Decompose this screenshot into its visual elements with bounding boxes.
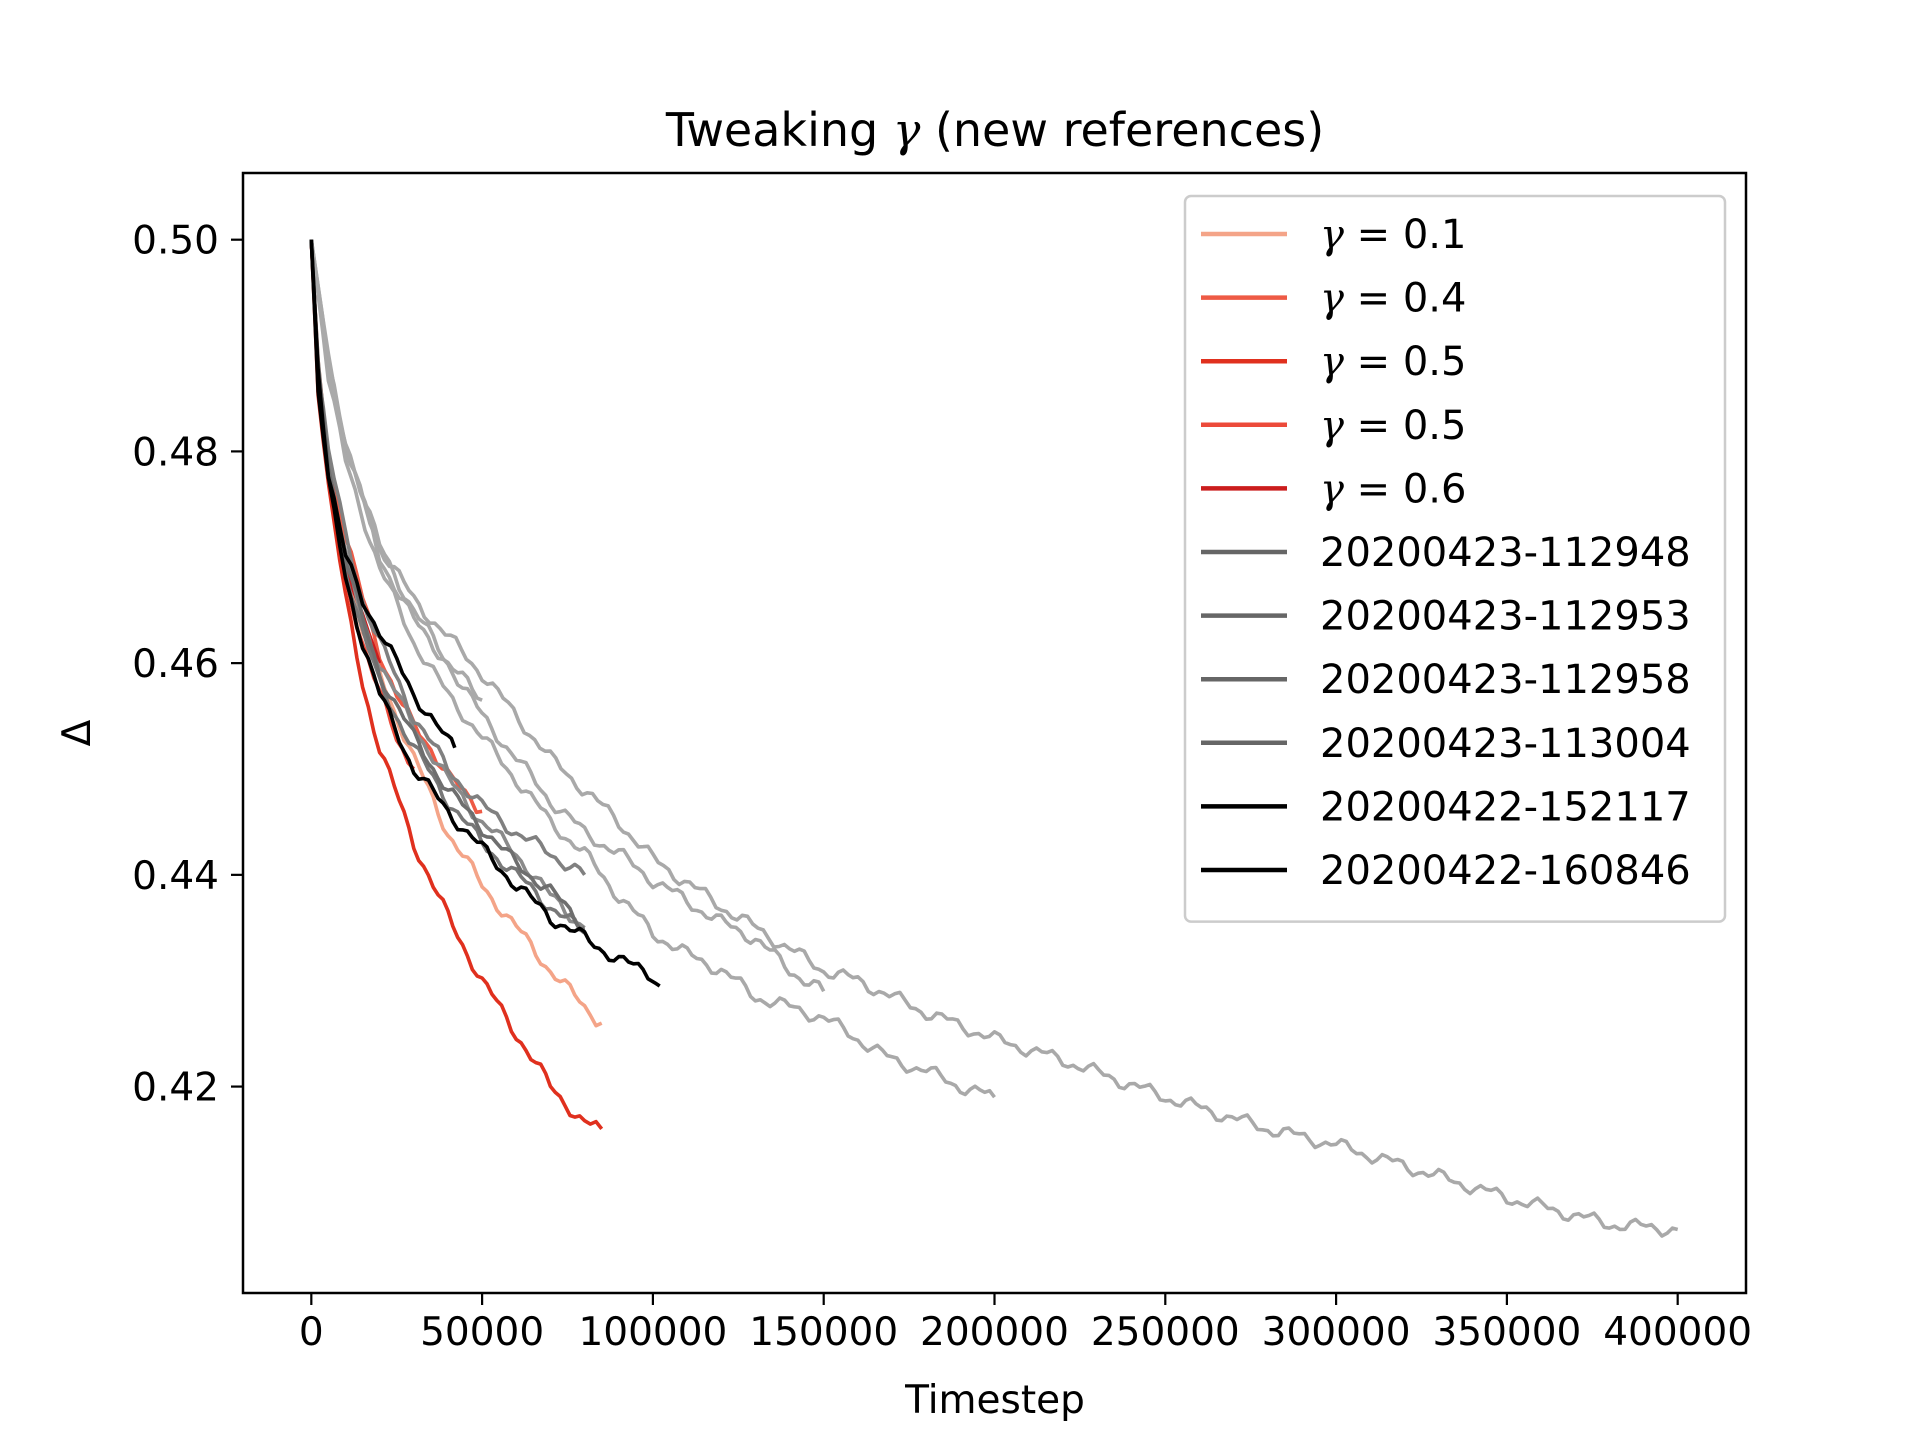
y-axis: 0.42 0.44 0.46 0.48 0.50: [132, 219, 243, 1111]
legend-symbol: γ: [1320, 403, 1344, 449]
series-line: [309, 239, 996, 1099]
legend-label: γ = 0.5: [1320, 403, 1466, 449]
legend-symbol: γ: [1320, 276, 1344, 322]
legend-equals: =: [1344, 276, 1403, 322]
legend-equals: =: [1344, 466, 1403, 512]
chart-title-prefix: Tweaking: [665, 103, 893, 157]
legend-symbol: γ: [1320, 466, 1344, 512]
legend-symbol: γ: [1320, 212, 1344, 258]
legend-box: [1183, 194, 1727, 923]
y-tick-label: 0.50: [132, 219, 219, 264]
x-axis: 0 50000 100000 150000 200000 250000 300000 3500…: [299, 1293, 1752, 1355]
series-line: [309, 239, 826, 993]
legend-label: γ = 0.4: [1320, 276, 1466, 322]
legend-label: 20200422-152117: [1320, 784, 1691, 830]
series-line: [309, 239, 586, 932]
y-tick-label: 0.46: [132, 642, 219, 687]
x-tick-label: 300000: [1262, 1310, 1411, 1355]
x-tick-label: 150000: [749, 1310, 898, 1355]
x-tick-label: 350000: [1432, 1310, 1581, 1355]
x-axis-label: Timestep: [904, 1378, 1085, 1423]
x-tick-label: 50000: [420, 1310, 544, 1355]
y-tick-label: 0.48: [132, 430, 219, 475]
legend-label: 20200423-112953: [1320, 594, 1691, 640]
legend-equals: =: [1344, 403, 1403, 449]
legend-equals: =: [1344, 212, 1403, 258]
x-tick-label: 200000: [920, 1310, 1069, 1355]
x-tick-label: 250000: [1091, 1310, 1240, 1355]
x-tick-label: 0: [299, 1310, 324, 1355]
chart-title-symbol: γ: [893, 103, 921, 157]
legend-label: 20200422-160846: [1320, 848, 1691, 894]
legend-label: 20200423-113004: [1320, 721, 1691, 767]
series-layer: [309, 239, 1679, 1238]
legend-label: γ = 0.5: [1320, 339, 1466, 385]
series-line: [309, 239, 1679, 1238]
series-line: [309, 239, 603, 1028]
legend-symbol: γ: [1320, 339, 1344, 385]
series-line: [309, 239, 586, 935]
legend: γ = 0.1γ = 0.4γ = 0.5γ = 0.5γ = 0.620200…: [1183, 194, 1727, 923]
series-line: [309, 239, 661, 988]
x-tick-label: 400000: [1603, 1310, 1752, 1355]
legend-label: γ = 0.1: [1320, 212, 1466, 258]
legend-value: 0.1: [1403, 212, 1467, 258]
chart-title: Tweaking γ (new references): [665, 103, 1324, 157]
series-line: [309, 239, 483, 702]
legend-value: 0.5: [1403, 403, 1467, 449]
chart-title-suffix: (new references): [920, 103, 1324, 157]
y-tick-label: 0.42: [132, 1066, 219, 1111]
legend-label: γ = 0.6: [1320, 466, 1466, 512]
legend-label: 20200423-112958: [1320, 657, 1691, 703]
y-tick-label: 0.44: [132, 854, 219, 899]
series-line: [309, 239, 587, 876]
legend-equals: =: [1344, 339, 1403, 385]
legend-value: 0.4: [1403, 276, 1467, 322]
y-axis-label: Δ: [55, 719, 100, 746]
series-line: [309, 239, 604, 1131]
x-tick-label: 100000: [578, 1310, 727, 1355]
legend-value: 0.5: [1403, 339, 1467, 385]
legend-label: 20200423-112948: [1320, 530, 1691, 576]
legend-value: 0.6: [1403, 466, 1467, 512]
